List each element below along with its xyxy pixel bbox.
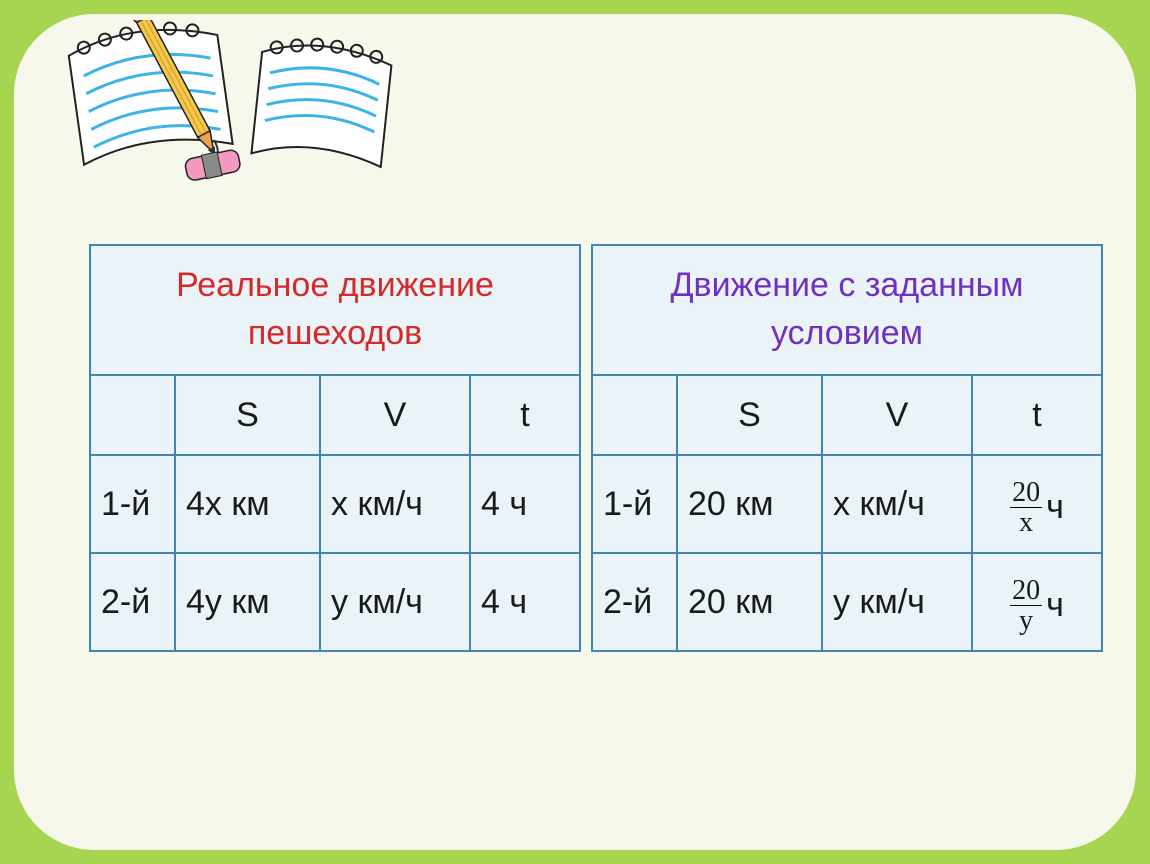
cell-t: 4 ч <box>470 455 580 553</box>
left-table-header: S V t <box>90 375 580 455</box>
cell-v: у км/ч <box>822 553 972 651</box>
right-table: Движение с заданным условием S V t 1-й 2… <box>591 244 1103 652</box>
cell-t: 20 y ч <box>972 553 1102 651</box>
table-row: 1-й 4х км х км/ч 4 ч <box>90 455 580 553</box>
cell-v: х км/ч <box>320 455 470 553</box>
row-label: 2-й <box>592 553 677 651</box>
fraction: 20 y <box>1010 576 1042 636</box>
row-label: 2-й <box>90 553 175 651</box>
cell-v: х км/ч <box>822 455 972 553</box>
col-blank <box>90 375 175 455</box>
left-table: Реальное движение пешеходов S V t 1-й 4х… <box>89 244 581 652</box>
table-row: 1-й 20 км х км/ч 20 x ч <box>592 455 1102 553</box>
col-t: t <box>972 375 1102 455</box>
outer-frame: Реальное движение пешеходов S V t 1-й 4х… <box>0 0 1150 864</box>
col-t: t <box>470 375 580 455</box>
col-blank <box>592 375 677 455</box>
right-table-title: Движение с заданным условием <box>592 245 1102 375</box>
row-label: 1-й <box>90 455 175 553</box>
tables-container: Реальное движение пешеходов S V t 1-й 4х… <box>89 244 1103 652</box>
col-s: S <box>175 375 320 455</box>
notebooks-pencil-icon <box>54 20 434 190</box>
right-table-header: S V t <box>592 375 1102 455</box>
cell-s: 20 км <box>677 553 822 651</box>
cell-t: 4 ч <box>470 553 580 651</box>
cell-s: 4х км <box>175 455 320 553</box>
cell-t: 20 x ч <box>972 455 1102 553</box>
row-label: 1-й <box>592 455 677 553</box>
col-v: V <box>320 375 470 455</box>
unit: ч <box>1046 586 1064 625</box>
fraction: 20 x <box>1010 478 1042 538</box>
left-table-title: Реальное движение пешеходов <box>90 245 580 375</box>
cell-v: у км/ч <box>320 553 470 651</box>
cell-s: 20 км <box>677 455 822 553</box>
col-v: V <box>822 375 972 455</box>
table-row: 2-й 4у км у км/ч 4 ч <box>90 553 580 651</box>
table-row: 2-й 20 км у км/ч 20 y ч <box>592 553 1102 651</box>
unit: ч <box>1046 488 1064 527</box>
cell-s: 4у км <box>175 553 320 651</box>
col-s: S <box>677 375 822 455</box>
inner-panel: Реальное движение пешеходов S V t 1-й 4х… <box>14 14 1136 850</box>
